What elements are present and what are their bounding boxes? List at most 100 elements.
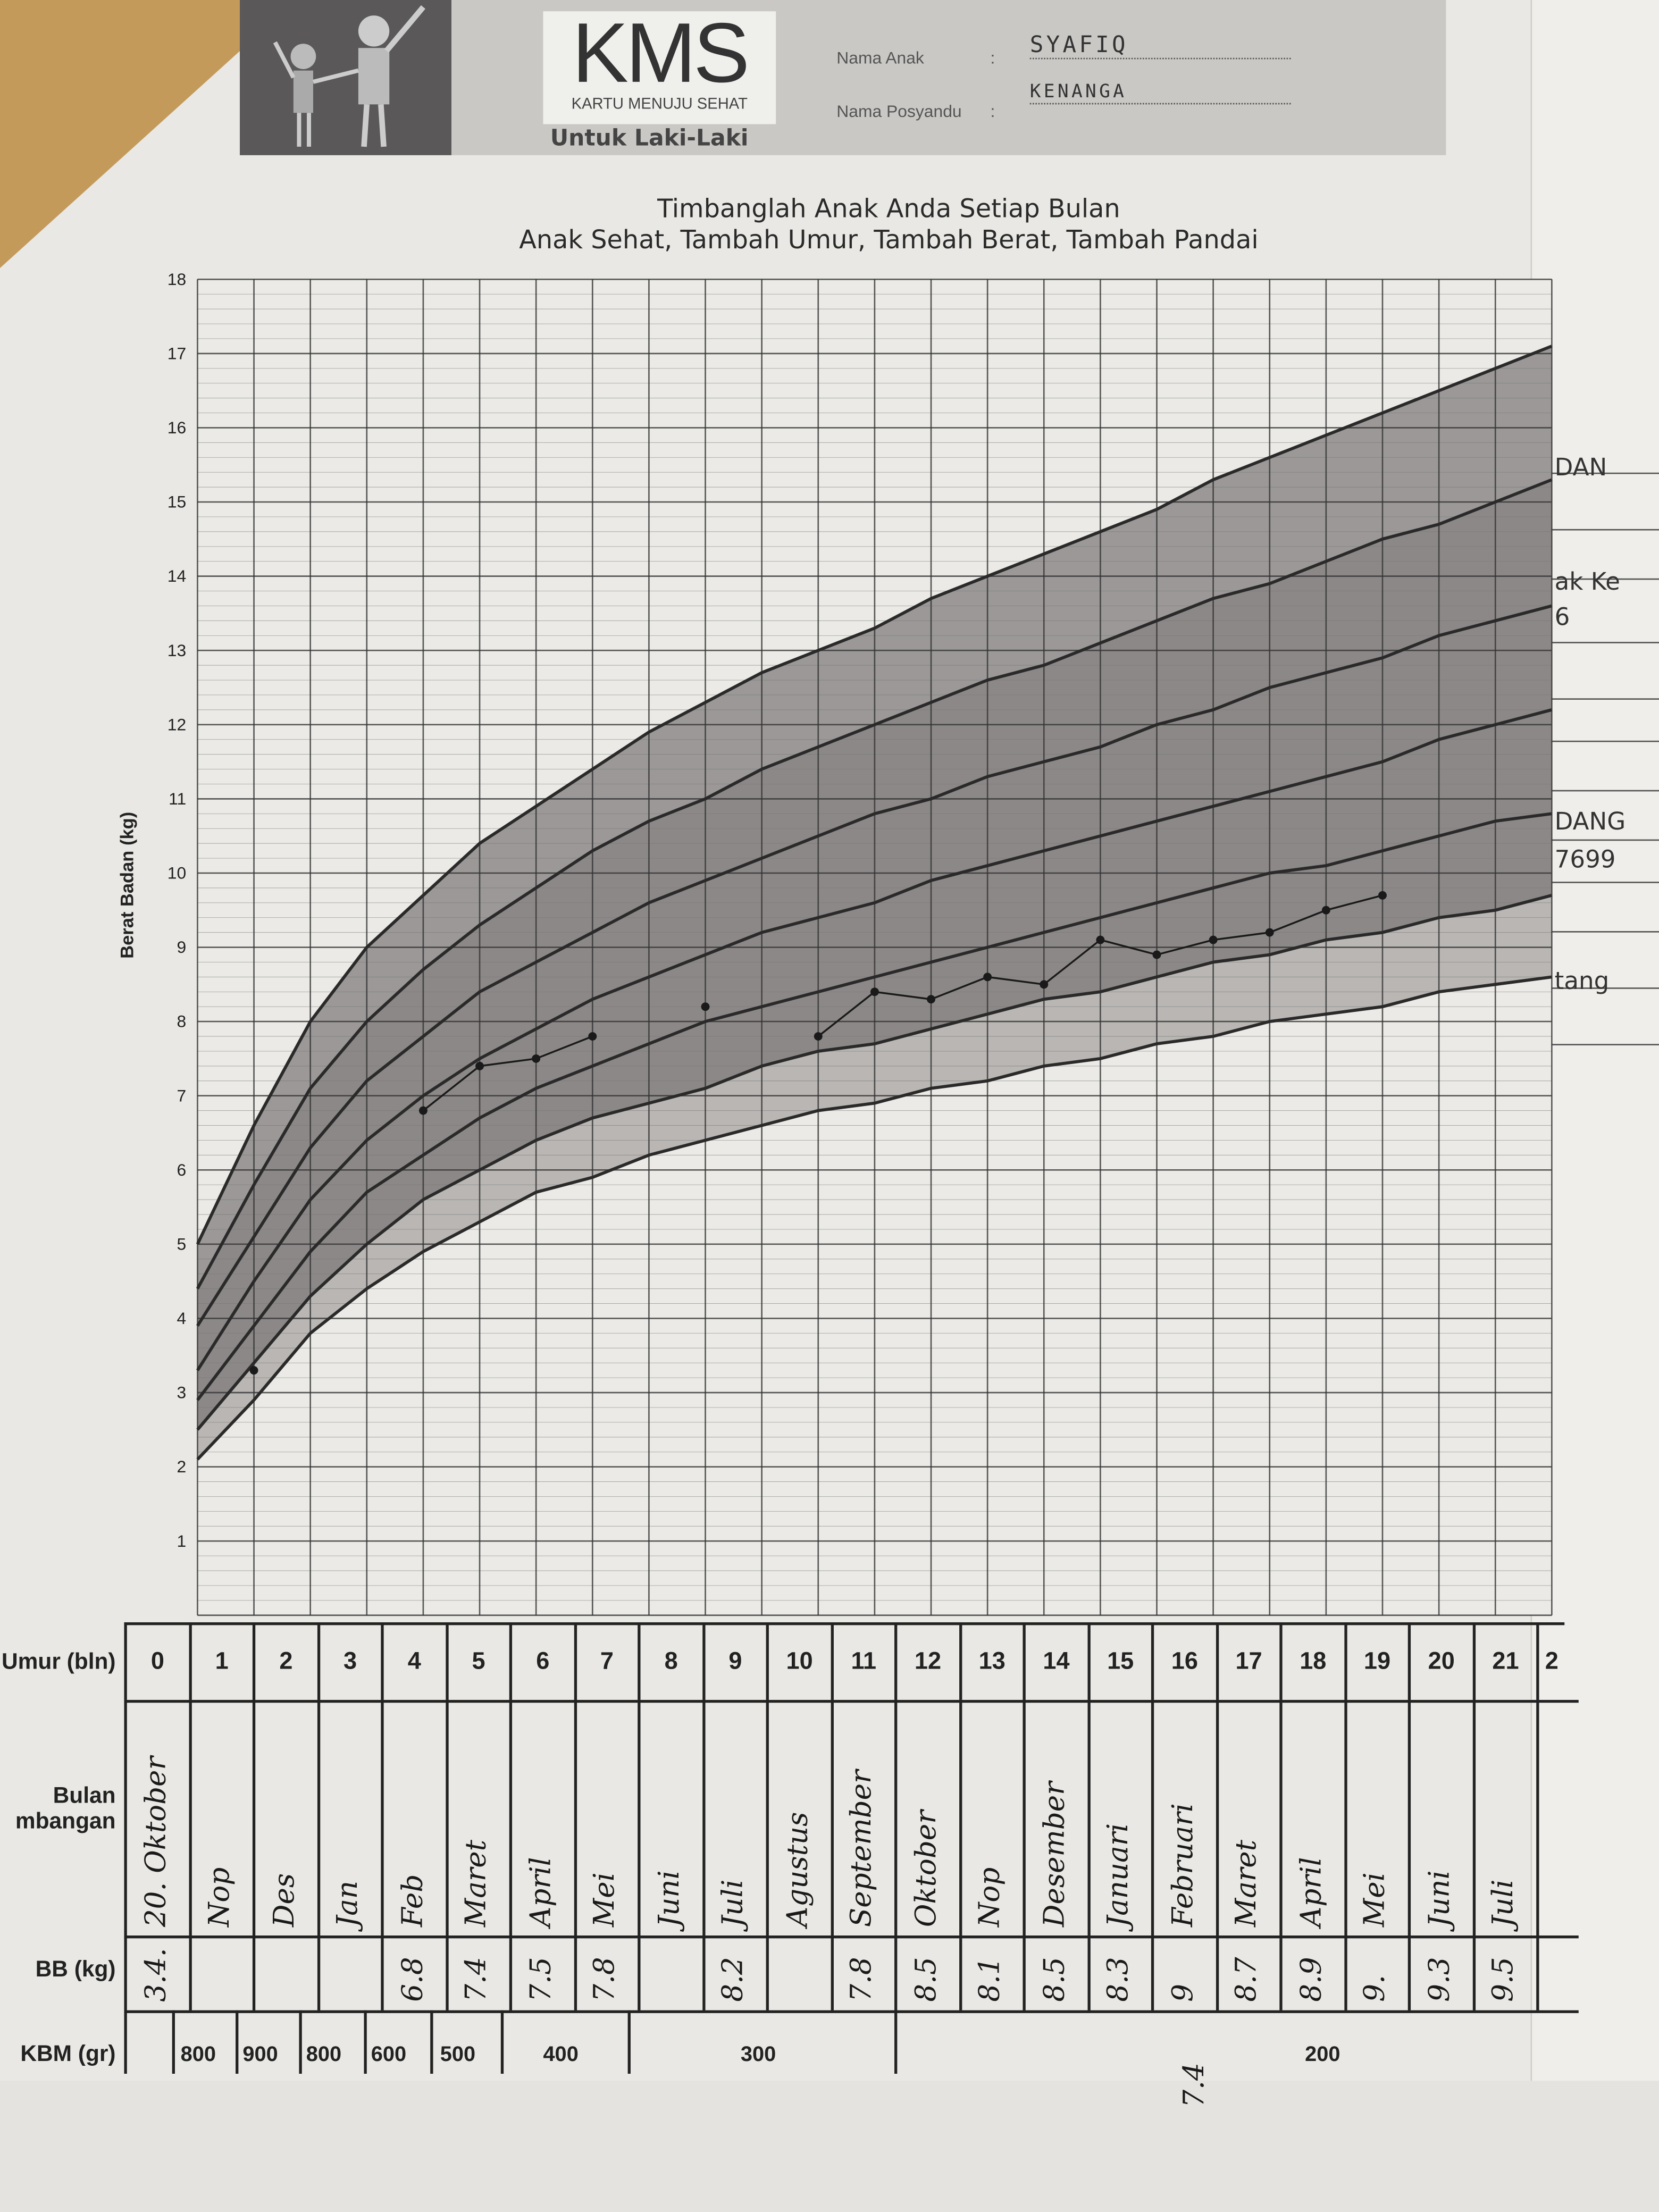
weight-cell[interactable] [766, 1935, 831, 2010]
weight-point [1096, 935, 1105, 944]
weight-cell[interactable] [252, 1935, 317, 2010]
weight-cell[interactable]: 6.8 [381, 1935, 445, 2010]
month-cell[interactable]: Juni [1407, 1699, 1472, 1936]
y-tick-label: 2 [177, 1457, 187, 1476]
reference-curve-4 [196, 812, 1552, 1401]
month-cell[interactable]: Nop [188, 1699, 253, 1936]
ruled-line [1546, 1044, 1659, 1045]
weight-text: 9 [1164, 1983, 1199, 2002]
age-cell: 6 [509, 1622, 574, 1700]
kbm-value: 800 [180, 2042, 216, 2067]
weight-point [418, 1106, 428, 1115]
kbm-value: 800 [306, 2042, 342, 2067]
kbm-divider [364, 2010, 367, 2074]
age-cell: 13 [958, 1622, 1023, 1700]
kbm-divider [236, 2010, 239, 2074]
side-sheet-text: 6 [1554, 604, 1570, 632]
weight-text: 8.5 [908, 1957, 942, 2002]
age-cell: 15 [1087, 1622, 1151, 1700]
month-cell[interactable]: 20. Oktober [124, 1699, 188, 1936]
weight-line-segment [1043, 939, 1101, 985]
weight-cell[interactable]: 8.7 [1215, 1935, 1280, 2010]
weight-text: 9. [1357, 1975, 1392, 2002]
month-text: Des [266, 1873, 300, 1928]
weight-text: 9.3 [1421, 1957, 1456, 2002]
weight-point [701, 1002, 710, 1011]
weight-cell[interactable]: 7.4 [445, 1935, 509, 2010]
weight-cell[interactable]: 9.3 [1407, 1935, 1472, 2010]
month-cell[interactable]: Maret [1215, 1699, 1280, 1936]
weight-cell[interactable] [1536, 1935, 1564, 2010]
month-cell[interactable]: Juli [1472, 1699, 1536, 1936]
month-cell[interactable]: Des [252, 1699, 317, 1936]
kms-logo: KMS KARTU MENUJU SEHAT [543, 11, 776, 124]
month-cell[interactable]: April [509, 1699, 574, 1936]
month-text: Nop [972, 1867, 1007, 1928]
month-cell[interactable]: Oktober [894, 1699, 959, 1936]
kbm-value: 500 [440, 2042, 476, 2067]
month-cell[interactable]: Maret [445, 1699, 509, 1936]
weight-cell[interactable]: 8.3 [1087, 1935, 1151, 2010]
month-cell[interactable]: Februari [1151, 1699, 1216, 1936]
weight-cell[interactable]: 9. [1344, 1935, 1408, 2010]
month-text: Januari [1101, 1823, 1135, 1928]
month-cell[interactable]: April [1279, 1699, 1344, 1936]
weight-point [814, 1032, 823, 1041]
weight-cell[interactable]: 3.4. [124, 1935, 188, 2010]
weight-cell[interactable]: 8.9 [1279, 1935, 1344, 2010]
weight-cell[interactable]: 9.5 [1472, 1935, 1536, 2010]
month-cell[interactable]: Mei [1344, 1699, 1408, 1936]
weight-text: 7.8 [844, 1957, 878, 2002]
month-cell[interactable]: September [830, 1699, 894, 1936]
weight-line-segment [479, 1058, 537, 1067]
weight-cell[interactable]: 8.5 [1023, 1935, 1087, 2010]
month-cell[interactable]: Nop [958, 1699, 1023, 1936]
age-cell: 1 [188, 1622, 253, 1700]
month-cell[interactable]: Juni [638, 1699, 702, 1936]
weight-point [588, 1032, 597, 1041]
month-text: Oktober [908, 1810, 942, 1928]
weight-point [927, 995, 935, 1004]
month-text: April [1293, 1857, 1327, 1928]
ruled-line [1546, 472, 1659, 474]
y-tick-label: 6 [177, 1160, 187, 1179]
kbm-divider [500, 2010, 504, 2074]
month-cell[interactable]: Mei [573, 1699, 638, 1936]
month-cell[interactable]: Agustus [766, 1699, 831, 1936]
weight-cell[interactable] [188, 1935, 253, 2010]
weight-cell[interactable]: 7.8 [573, 1935, 638, 2010]
weight-cell[interactable] [316, 1935, 381, 2010]
month-cell[interactable]: Jan [316, 1699, 381, 1936]
weight-line-segment [1100, 939, 1157, 956]
month-text: Feb [395, 1874, 429, 1928]
month-cell[interactable]: Feb [381, 1699, 445, 1936]
weight-line-segment [1326, 894, 1383, 911]
weight-cell[interactable] [638, 1935, 702, 2010]
y-tick-label: 14 [167, 566, 186, 585]
month-text: Februari [1164, 1803, 1199, 1928]
weight-cell[interactable]: 8.1 [958, 1935, 1023, 2010]
table-frame [124, 1622, 1565, 2076]
age-cell: 14 [1023, 1622, 1087, 1700]
weight-cell[interactable]: 8.2 [701, 1935, 766, 2010]
weight-cell[interactable]: 8.5 [894, 1935, 959, 2010]
weight-cell[interactable]: 7.5 [509, 1935, 574, 2010]
kbm-note: 7.4 [1176, 2063, 1211, 2108]
month-cell[interactable] [1536, 1699, 1564, 1936]
month-cell[interactable]: Juli [701, 1699, 766, 1936]
month-cell[interactable]: Desember [1023, 1699, 1087, 1936]
kbm-value: 600 [371, 2042, 407, 2067]
posyandu-field[interactable]: KENANGA [1029, 82, 1291, 105]
weight-cell[interactable]: 7.8 [830, 1935, 894, 2010]
child-name-field[interactable]: SYAFIQ [1029, 31, 1291, 60]
kbm-divider [627, 2010, 631, 2074]
y-tick-label: 16 [167, 418, 186, 437]
kbm-value: 200 [1305, 2042, 1340, 2067]
weight-cell[interactable]: 9 [1151, 1935, 1216, 2010]
weight-point [249, 1366, 258, 1375]
weight-line-segment [817, 991, 875, 1037]
age-cell: 21 [1472, 1622, 1536, 1700]
month-cell[interactable]: Januari [1087, 1699, 1151, 1936]
row-label-age: Umur (bln) [1, 1650, 116, 1675]
